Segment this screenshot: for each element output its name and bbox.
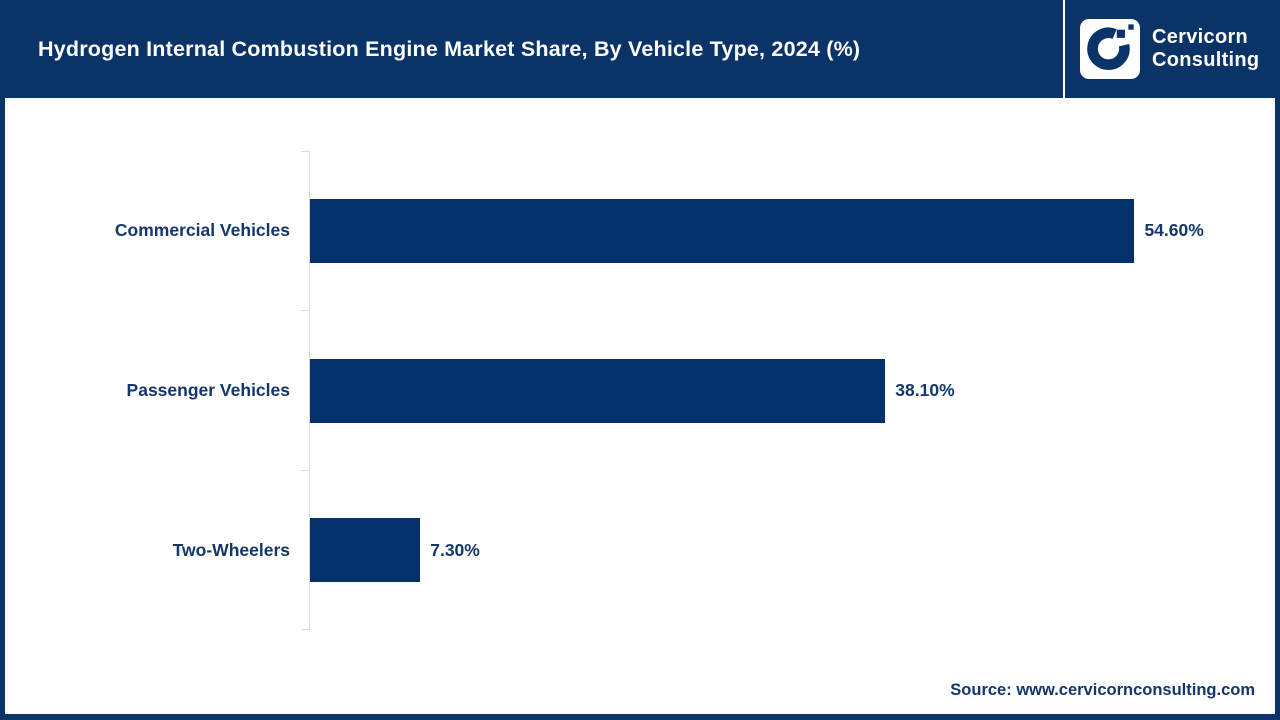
- axis-tick: [301, 310, 309, 311]
- cervicorn-logo-icon: [1080, 19, 1140, 79]
- header-bar: Hydrogen Internal Combustion Engine Mark…: [5, 0, 1275, 98]
- chart-title: Hydrogen Internal Combustion Engine Mark…: [38, 36, 861, 61]
- y-axis-line: [309, 151, 310, 630]
- brand-logo: Cervicorn Consulting: [1080, 19, 1259, 79]
- brand-name-line1: Cervicorn: [1152, 26, 1249, 48]
- chart-plot-area: Commercial Vehicles 54.60% Passenger Veh…: [5, 98, 1275, 714]
- bar-rows: Commercial Vehicles 54.60% Passenger Veh…: [5, 151, 1275, 630]
- bar-row-passenger-vehicles: Passenger Vehicles 38.10%: [5, 311, 1275, 471]
- header-divider: [1063, 0, 1065, 98]
- category-label: Commercial Vehicles: [114, 220, 290, 241]
- bar-passenger-vehicles: [310, 358, 886, 423]
- value-label: 7.30%: [430, 539, 480, 560]
- bar-row-commercial-vehicles: Commercial Vehicles 54.60%: [5, 151, 1275, 311]
- value-label: 54.60%: [1144, 220, 1204, 241]
- bar-row-two-wheelers: Two-Wheelers 7.30%: [5, 470, 1275, 630]
- brand-name: Cervicorn Consulting: [1152, 26, 1259, 72]
- bar-commercial-vehicles: [310, 198, 1135, 263]
- category-label: Two-Wheelers: [172, 539, 290, 560]
- category-label: Passenger Vehicles: [126, 380, 290, 400]
- axis-tick: [301, 151, 309, 152]
- bar-two-wheelers: [310, 518, 421, 583]
- source-attribution: Source: www.cervicornconsulting.com: [950, 681, 1255, 699]
- value-label: 38.10%: [895, 380, 955, 400]
- brand-name-line2: Consulting: [1152, 49, 1260, 71]
- axis-tick: [301, 629, 309, 630]
- axis-tick: [301, 470, 309, 471]
